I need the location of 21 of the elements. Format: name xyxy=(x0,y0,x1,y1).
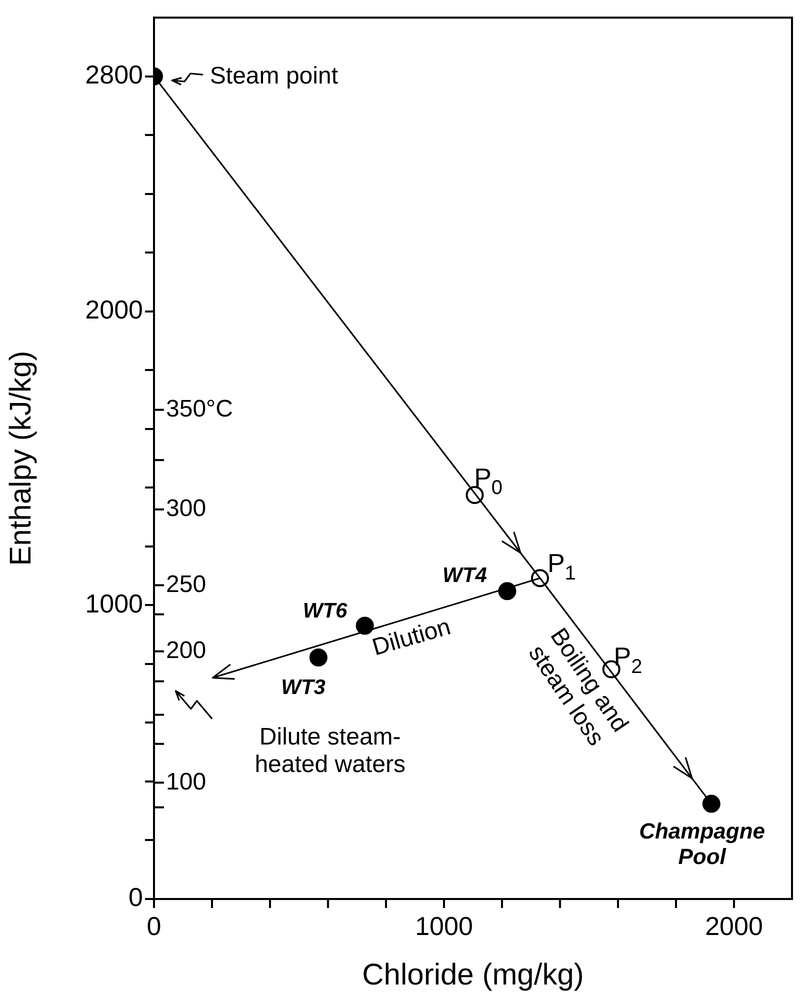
y-tick-label: 2800 xyxy=(85,60,143,90)
annotation: 100 xyxy=(166,768,206,796)
annotation: Champagne Pool xyxy=(639,818,766,869)
y-axis-title: Enthalpy (kJ/kg) xyxy=(4,350,38,566)
annotation: Dilute steam- heated waters xyxy=(254,724,406,778)
x-tick-label: 0 xyxy=(146,910,162,941)
annotation: Steam point xyxy=(210,62,338,90)
annotation: 350°C xyxy=(166,395,233,422)
annotation: WT3 xyxy=(281,676,326,700)
x-tick-label: 2000 xyxy=(705,910,763,941)
y-tick-label: 2000 xyxy=(85,294,143,325)
annotation: 250 xyxy=(166,570,206,598)
y-tick-label: 1000 xyxy=(85,588,143,618)
x-tick-label: 1000 xyxy=(415,910,473,941)
y-tick-label: 0 xyxy=(128,882,143,912)
annotation: WT4 xyxy=(442,564,488,588)
annotation: 200 xyxy=(166,636,206,664)
annotation: 300 xyxy=(166,495,206,522)
annotation: WT6 xyxy=(302,599,348,622)
annotation: Dilution xyxy=(369,613,454,662)
x-axis-title: Chloride (mg/kg) xyxy=(362,958,584,992)
